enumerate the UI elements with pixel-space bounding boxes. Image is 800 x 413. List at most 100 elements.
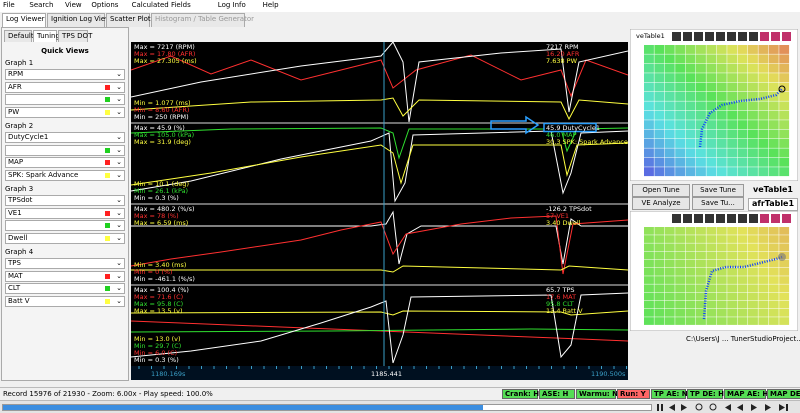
- table-cell[interactable]: [748, 309, 758, 317]
- table-cell[interactable]: [779, 167, 790, 177]
- table-cell[interactable]: [716, 120, 727, 130]
- table-cell[interactable]: [664, 309, 675, 317]
- table-cell[interactable]: [706, 45, 717, 54]
- table-cell[interactable]: [779, 259, 790, 268]
- table-cell[interactable]: [737, 120, 748, 130]
- table-cell[interactable]: [727, 292, 738, 301]
- table-cell[interactable]: [644, 139, 654, 148]
- table-cell[interactable]: [748, 243, 758, 252]
- table-cell[interactable]: [716, 276, 727, 284]
- table-cell[interactable]: [654, 243, 665, 252]
- toolbar-icon[interactable]: [705, 32, 714, 41]
- toolbar-icon[interactable]: [716, 214, 725, 223]
- table-cell[interactable]: [768, 309, 779, 317]
- table-cell[interactable]: [685, 243, 696, 252]
- table-cell[interactable]: [654, 82, 665, 92]
- table-cell[interactable]: [768, 82, 779, 92]
- table-cell[interactable]: [675, 63, 686, 73]
- table-cell[interactable]: [685, 268, 696, 276]
- table-cell[interactable]: [737, 235, 748, 243]
- field-select[interactable]: TPSdot ⌄: [5, 195, 125, 206]
- table-cell[interactable]: [696, 82, 706, 92]
- toolbar-icon[interactable]: [771, 32, 780, 41]
- table-cell[interactable]: [779, 92, 790, 101]
- table-cell[interactable]: [716, 82, 727, 92]
- table-cell[interactable]: [685, 259, 696, 268]
- table-cell[interactable]: [644, 148, 654, 158]
- subtab[interactable]: TPS DOT: [58, 30, 92, 42]
- table-cell[interactable]: [768, 251, 779, 260]
- table-cell[interactable]: [779, 317, 790, 325]
- toolbar-icon[interactable]: [694, 32, 703, 41]
- table-cell[interactable]: [675, 92, 686, 101]
- field-select[interactable]: MAT ⌄: [5, 270, 125, 282]
- table-cell[interactable]: [685, 157, 696, 167]
- table-cell[interactable]: [644, 259, 654, 268]
- tune-button[interactable]: VE Analyze: [632, 197, 690, 210]
- table-cell[interactable]: [696, 276, 706, 284]
- table-cell[interactable]: [727, 300, 738, 309]
- table-cell[interactable]: [737, 139, 748, 148]
- table-cell[interactable]: [675, 139, 686, 148]
- table-cell[interactable]: [768, 73, 779, 83]
- table-cell[interactable]: [644, 167, 654, 177]
- table-cell[interactable]: [685, 251, 696, 260]
- table-cell[interactable]: [748, 120, 758, 130]
- table-cell[interactable]: [779, 129, 790, 139]
- table-cell[interactable]: [748, 276, 758, 284]
- table-cell[interactable]: [737, 251, 748, 260]
- play[interactable]: [681, 404, 687, 411]
- table-cell[interactable]: [696, 292, 706, 301]
- table-cell[interactable]: [716, 73, 727, 83]
- table-cell[interactable]: [675, 110, 686, 120]
- table-cell[interactable]: [644, 309, 654, 317]
- table-cell[interactable]: [737, 54, 748, 64]
- table-cell[interactable]: [644, 292, 654, 301]
- table-cell[interactable]: [664, 243, 675, 252]
- table-cell[interactable]: [654, 157, 665, 167]
- table-cell[interactable]: [768, 45, 779, 54]
- table-cell[interactable]: [706, 101, 717, 111]
- table-cell[interactable]: [685, 129, 696, 139]
- table-cell[interactable]: [737, 148, 748, 158]
- table-cell[interactable]: [664, 157, 675, 167]
- table-cell[interactable]: [727, 268, 738, 276]
- table-cell[interactable]: [654, 259, 665, 268]
- table-cell[interactable]: [675, 259, 686, 268]
- table-cell[interactable]: [696, 120, 706, 130]
- table-cell[interactable]: [696, 92, 706, 101]
- table-cell[interactable]: [706, 309, 717, 317]
- table-cell[interactable]: [644, 300, 654, 309]
- table-cell[interactable]: [706, 63, 717, 73]
- table-cell[interactable]: [768, 129, 779, 139]
- table-cell[interactable]: [758, 167, 769, 177]
- toolbar-icon[interactable]: [727, 32, 736, 41]
- table-cell[interactable]: [737, 259, 748, 268]
- table-cell[interactable]: [737, 63, 748, 73]
- toolbar-icon[interactable]: [738, 32, 747, 41]
- table-cell[interactable]: [706, 276, 717, 284]
- table-cell[interactable]: [748, 63, 758, 73]
- table-cell[interactable]: [664, 63, 675, 73]
- table-cell[interactable]: [779, 54, 790, 64]
- table-cell[interactable]: [706, 82, 717, 92]
- menu-item[interactable]: View: [65, 1, 82, 9]
- table-cell[interactable]: [644, 73, 654, 83]
- rewind[interactable]: [725, 404, 731, 411]
- table-cell[interactable]: [664, 129, 675, 139]
- table-cell[interactable]: [737, 268, 748, 276]
- table-cell[interactable]: [779, 157, 790, 167]
- table-cell[interactable]: [758, 129, 769, 139]
- table-cell[interactable]: [737, 284, 748, 293]
- table-cell[interactable]: [758, 73, 769, 83]
- table-cell[interactable]: [727, 317, 738, 325]
- table-cell[interactable]: [685, 110, 696, 120]
- table-cell[interactable]: [675, 292, 686, 301]
- table-cell[interactable]: [654, 120, 665, 130]
- table-cell[interactable]: [706, 317, 717, 325]
- table-cell[interactable]: [664, 235, 675, 243]
- table-cell[interactable]: [675, 148, 686, 158]
- table-cell[interactable]: [779, 284, 790, 293]
- table-cell[interactable]: [685, 120, 696, 130]
- table-cell[interactable]: [779, 63, 790, 73]
